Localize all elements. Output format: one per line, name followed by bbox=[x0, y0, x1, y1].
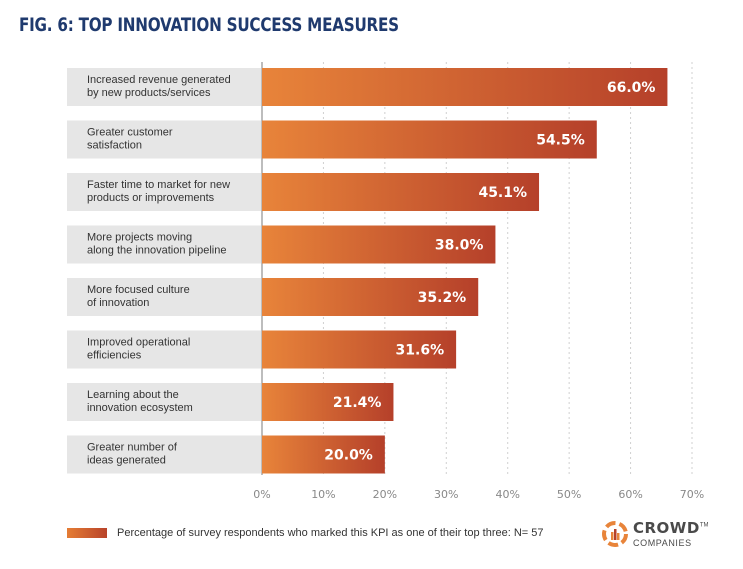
category-label: of innovation bbox=[87, 297, 149, 309]
bar-value-label: 38.0% bbox=[435, 238, 484, 254]
category-label-bg bbox=[67, 435, 261, 474]
category-label: by new products/services bbox=[87, 87, 211, 99]
logo-trademark: TM bbox=[699, 522, 709, 529]
category-label: ideas generated bbox=[87, 455, 166, 467]
category-label: Learning about the bbox=[87, 389, 179, 401]
category-label-bg bbox=[67, 120, 261, 159]
bar-value-label: 31.6% bbox=[396, 343, 445, 359]
bar-value-label: 45.1% bbox=[478, 185, 527, 201]
bar bbox=[262, 225, 496, 264]
bar bbox=[262, 383, 394, 421]
category-label-bg bbox=[67, 383, 261, 421]
category-label: More focused culture bbox=[87, 284, 190, 296]
category-label: Greater number of bbox=[87, 442, 178, 454]
bar bbox=[262, 330, 457, 369]
bar-value-label: 20.0% bbox=[324, 448, 373, 464]
category-label: Greater customer bbox=[87, 127, 173, 139]
category-label: Faster time to market for new bbox=[87, 179, 230, 191]
category-label-bg bbox=[67, 330, 261, 369]
x-tick-label: 60% bbox=[618, 488, 642, 501]
bar-value-label: 21.4% bbox=[333, 395, 382, 411]
bar-value-label: 54.5% bbox=[536, 133, 585, 149]
logo-subtitle: COMPANIES bbox=[633, 537, 692, 548]
x-tick-label: 0% bbox=[253, 488, 270, 501]
bar bbox=[262, 120, 597, 159]
category-label-bg bbox=[67, 68, 261, 106]
bar bbox=[262, 68, 668, 106]
legend-swatch bbox=[67, 528, 107, 538]
bar bbox=[262, 435, 385, 474]
category-label: products or improvements bbox=[87, 192, 215, 204]
category-label: satisfaction bbox=[87, 140, 142, 152]
chart-title: FIG. 6: TOP INNOVATION SUCCESS MEASURES bbox=[19, 14, 399, 36]
bar bbox=[262, 173, 540, 211]
category-label: More projects moving bbox=[87, 232, 192, 244]
x-tick-label: 30% bbox=[434, 488, 458, 501]
logo-word: CROWD bbox=[633, 518, 700, 537]
x-tick-label: 70% bbox=[680, 488, 704, 501]
category-label: Improved operational bbox=[87, 337, 190, 349]
legend: Percentage of survey respondents who mar… bbox=[67, 527, 544, 539]
category-label-bg bbox=[67, 278, 261, 316]
category-label: efficiencies bbox=[87, 350, 142, 362]
x-tick-label: 20% bbox=[373, 488, 397, 501]
category-label-bg bbox=[67, 225, 261, 264]
x-tick-label: 50% bbox=[557, 488, 581, 501]
category-label: Increased revenue generated bbox=[87, 74, 231, 86]
bar-value-label: 35.2% bbox=[418, 290, 467, 306]
category-label-bg bbox=[67, 173, 261, 211]
category-label: innovation ecosystem bbox=[87, 402, 193, 414]
crowd-logo-icon bbox=[602, 521, 628, 547]
category-label: along the innovation pipeline bbox=[87, 245, 226, 257]
x-tick-label: 10% bbox=[311, 488, 335, 501]
bar-value-label: 66.0% bbox=[607, 80, 656, 96]
legend-text: Percentage of survey respondents who mar… bbox=[117, 527, 544, 539]
bar bbox=[262, 278, 479, 316]
x-tick-label: 40% bbox=[495, 488, 519, 501]
crowd-companies-logo: CROWDTM COMPANIES bbox=[601, 520, 708, 548]
